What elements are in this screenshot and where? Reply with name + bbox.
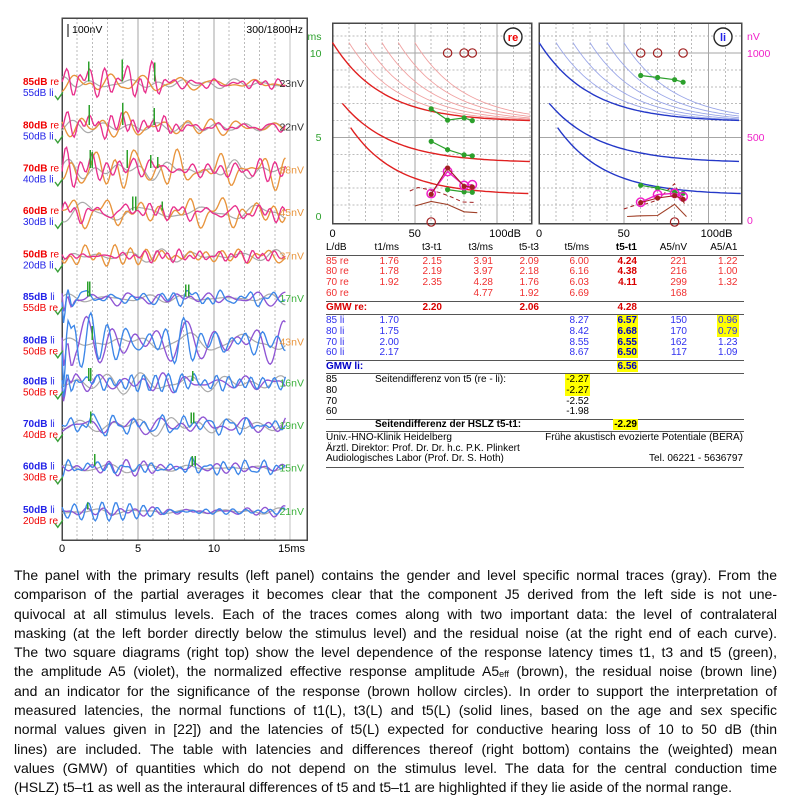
svg-text:50dB li: 50dB li <box>23 505 55 516</box>
svg-text:50dB li: 50dB li <box>23 132 54 143</box>
svg-text:70dB re: 70dB re <box>23 164 60 175</box>
svg-text:20dB re: 20dB re <box>23 516 58 527</box>
svg-text:45nV: 45nV <box>279 207 304 219</box>
svg-text:40dB re: 40dB re <box>23 430 58 441</box>
svg-text:0: 0 <box>316 211 322 223</box>
svg-text:60dB li: 60dB li <box>23 462 55 473</box>
svg-text:0: 0 <box>747 215 753 227</box>
svg-text:5: 5 <box>135 543 141 555</box>
svg-text:10: 10 <box>208 543 220 555</box>
svg-text:80dB re: 80dB re <box>23 121 60 132</box>
svg-text:20dB li: 20dB li <box>23 261 54 272</box>
svg-text:85dB re: 85dB re <box>23 77 60 88</box>
svg-text:15nV: 15nV <box>279 463 304 475</box>
svg-text:38nV: 38nV <box>279 165 304 177</box>
svg-text:50dB re: 50dB re <box>23 347 58 358</box>
svg-text:0: 0 <box>59 543 65 555</box>
svg-text:60dB re: 60dB re <box>23 206 60 217</box>
svg-text:0: 0 <box>329 228 335 240</box>
svg-text:0: 0 <box>536 228 542 240</box>
svg-text:17nV: 17nV <box>279 293 304 305</box>
svg-text:85dB li: 85dB li <box>23 292 55 303</box>
svg-text:li: li <box>720 32 726 44</box>
svg-text:80dB li: 80dB li <box>23 336 55 347</box>
svg-text:100dB: 100dB <box>701 228 733 240</box>
svg-text:21nV: 21nV <box>279 506 304 518</box>
svg-text:30dB re: 30dB re <box>23 473 58 484</box>
svg-text:50dB re: 50dB re <box>23 388 58 399</box>
svg-text:50: 50 <box>618 228 630 240</box>
svg-text:1000: 1000 <box>747 48 771 60</box>
svg-text:100dB: 100dB <box>489 228 521 240</box>
svg-text:ms: ms <box>308 31 322 43</box>
svg-text:43nV: 43nV <box>279 337 304 349</box>
svg-text:19nV: 19nV <box>279 420 304 432</box>
svg-text:30dB li: 30dB li <box>23 217 54 228</box>
svg-text:55dB li: 55dB li <box>23 88 54 99</box>
svg-text:40dB li: 40dB li <box>23 175 54 186</box>
svg-text:10: 10 <box>310 48 322 60</box>
svg-text:22nV: 22nV <box>279 122 304 134</box>
svg-text:23nV: 23nV <box>279 78 304 90</box>
svg-text:70dB li: 70dB li <box>23 419 55 430</box>
svg-text:500: 500 <box>747 132 765 144</box>
svg-text:37nV: 37nV <box>279 251 304 263</box>
svg-text:16nV: 16nV <box>279 378 304 390</box>
svg-text:nV: nV <box>747 31 760 43</box>
svg-text:55dB re: 55dB re <box>23 303 58 314</box>
svg-text:50: 50 <box>409 228 421 240</box>
svg-text:5: 5 <box>316 132 322 144</box>
svg-text:300/1800Hz: 300/1800Hz <box>246 24 303 36</box>
svg-text:80dB li: 80dB li <box>23 377 55 388</box>
svg-text:50dB re: 50dB re <box>23 250 60 261</box>
svg-text:100nV: 100nV <box>72 24 102 36</box>
svg-text:15ms: 15ms <box>278 543 305 555</box>
svg-text:re: re <box>508 32 518 44</box>
